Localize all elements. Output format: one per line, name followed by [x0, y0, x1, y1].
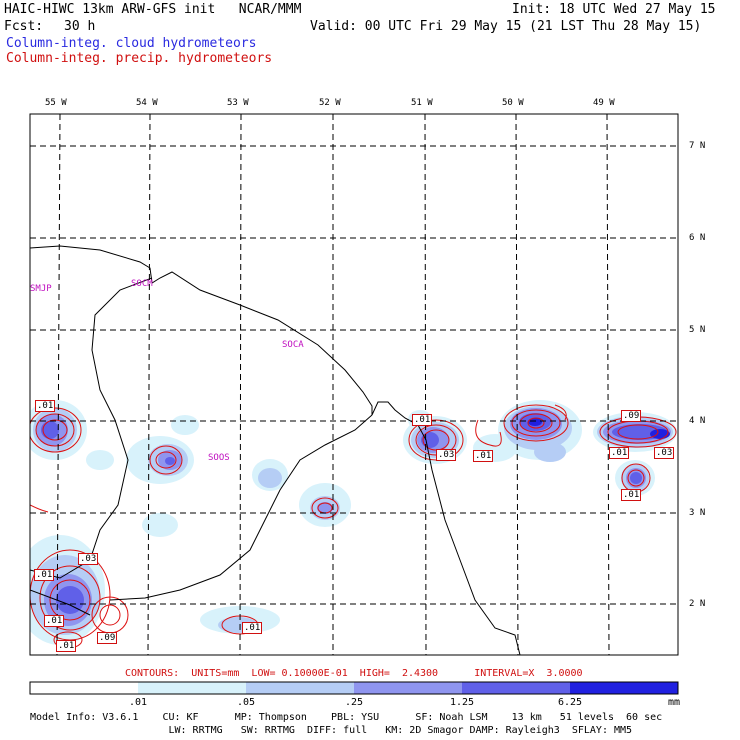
- contour-info: CONTOURS: UNITS=mm LOW= 0.10000E-01 HIGH…: [125, 668, 583, 679]
- station-soos: SOOS: [208, 453, 230, 463]
- colorbar-bin-3: [354, 682, 462, 694]
- valid-time: Valid: 00 UTC Fri 29 May 15 (21 LST Thu …: [310, 19, 702, 34]
- colorbar-bin-0: [30, 682, 138, 694]
- model-info-line1: Model Info: V3.6.1 CU: KF MP: Thompson P…: [30, 712, 663, 723]
- colorbar-bin-2: [246, 682, 354, 694]
- colorbar-tick: .01: [128, 697, 148, 708]
- contour-label: .01: [242, 622, 263, 634]
- contour-label: .09: [97, 632, 118, 644]
- lat-label-6n: 6 N: [689, 233, 706, 243]
- lat-label-5n: 5 N: [689, 325, 706, 335]
- colorbar-tick: .25: [344, 697, 364, 708]
- colorbar-units: mm: [668, 697, 681, 708]
- colorbar-frame: [29, 681, 679, 695]
- lat-label-4n: 4 N: [689, 416, 706, 426]
- lon-label-55w: 55 W: [45, 98, 67, 108]
- lon-label-51w: 51 W: [411, 98, 433, 108]
- contour-label: .03: [78, 553, 99, 565]
- contour-label: .01: [609, 447, 630, 459]
- forecast-label: Fcst:: [4, 19, 44, 34]
- init-time: Init: 18 UTC Wed 27 May 15: [512, 2, 716, 17]
- colorbar-tick: 1.25: [449, 697, 475, 708]
- colorbar-tick: .05: [236, 697, 256, 708]
- colorbar-tick: 6.25: [557, 697, 583, 708]
- lon-label-52w: 52 W: [319, 98, 341, 108]
- model-info-line2: LW: RRTMG SW: RRTMG DIFF: full KM: 2D Sm…: [30, 725, 633, 736]
- lat-label-7n: 7 N: [689, 141, 706, 151]
- cloud-light-regions: [30, 400, 677, 645]
- colorbar-bin-4: [462, 682, 570, 694]
- colorbar: [29, 681, 679, 695]
- lon-label-54w: 54 W: [136, 98, 158, 108]
- hydrometeor-field: [30, 400, 677, 649]
- contour-label: .09: [621, 410, 642, 422]
- field-cloud-hydrometeors: Column-integ. cloud hydrometeors: [6, 36, 257, 51]
- lon-label-53w: 53 W: [227, 98, 249, 108]
- colorbar-bin-5: [570, 682, 678, 694]
- contour-label: .03: [654, 447, 675, 459]
- station-smjp: SMJP: [30, 284, 52, 294]
- colorbar-bin-1: [138, 682, 246, 694]
- station-socm: SOCM: [131, 279, 153, 289]
- model-title: HAIC-HIWC 13km ARW-GFS init NCAR/MMM: [4, 2, 302, 17]
- lon-label-50w: 50 W: [502, 98, 524, 108]
- lon-label-49w: 49 W: [593, 98, 615, 108]
- contour-label: .01: [412, 414, 433, 426]
- contour-label: .01: [44, 615, 65, 627]
- precip-contours: [30, 404, 677, 649]
- contour-label: .01: [35, 400, 56, 412]
- lat-label-2n: 2 N: [689, 599, 706, 609]
- contour-label: .01: [621, 489, 642, 501]
- contour-label: .01: [56, 640, 77, 652]
- contour-label: .01: [34, 569, 55, 581]
- contour-label: .03: [436, 449, 457, 461]
- contour-label: .01: [473, 450, 494, 462]
- station-soca: SOCA: [282, 340, 304, 350]
- field-precip-hydrometeors: Column-integ. precip. hydrometeors: [6, 51, 273, 66]
- lat-label-3n: 3 N: [689, 508, 706, 518]
- graticule: [30, 113, 678, 656]
- forecast-hour: 30 h: [64, 19, 96, 34]
- map-frame: [29, 113, 679, 656]
